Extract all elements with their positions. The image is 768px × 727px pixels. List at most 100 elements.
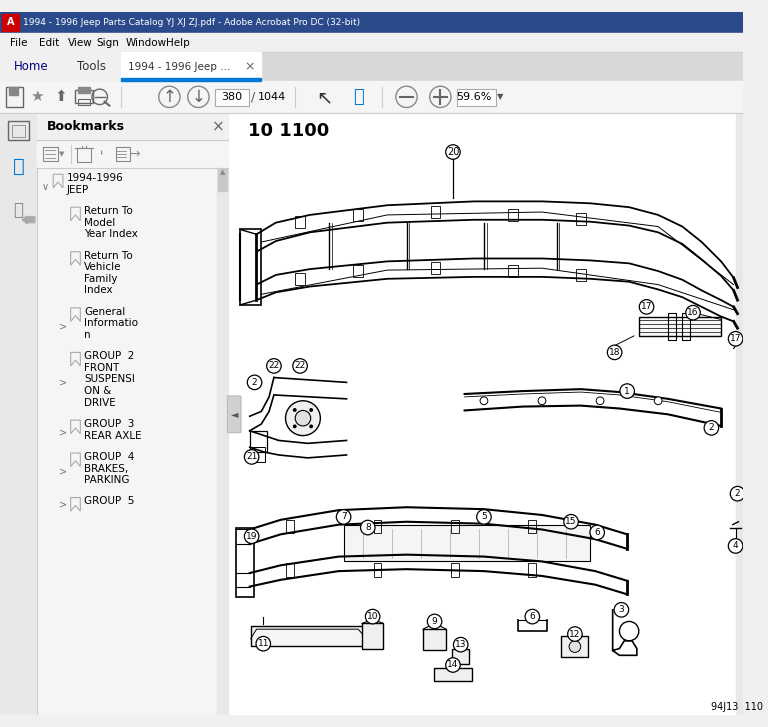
Circle shape bbox=[590, 525, 604, 539]
Text: >: > bbox=[59, 427, 67, 438]
Text: Tools: Tools bbox=[78, 60, 107, 73]
Text: 17: 17 bbox=[641, 302, 652, 311]
Bar bbox=[75, 90, 93, 103]
Bar bbox=[217, 167, 228, 715]
Text: Year Index: Year Index bbox=[84, 229, 138, 239]
Bar bbox=[0, 52, 743, 81]
Circle shape bbox=[286, 401, 320, 435]
Bar bbox=[451, 520, 458, 534]
Text: 16: 16 bbox=[687, 308, 699, 317]
Text: 2: 2 bbox=[709, 423, 714, 433]
Text: 6: 6 bbox=[529, 612, 535, 621]
Circle shape bbox=[704, 421, 719, 435]
Text: 3: 3 bbox=[618, 606, 624, 614]
Text: ON &: ON & bbox=[84, 386, 111, 396]
Circle shape bbox=[654, 397, 662, 405]
Text: 7: 7 bbox=[341, 513, 346, 521]
Circle shape bbox=[639, 300, 654, 314]
Text: →: → bbox=[129, 148, 140, 161]
Bar bbox=[121, 79, 261, 81]
Bar bbox=[42, 147, 58, 161]
Circle shape bbox=[310, 425, 313, 428]
Bar bbox=[0, 52, 63, 81]
Circle shape bbox=[293, 358, 307, 373]
Bar bbox=[218, 169, 227, 190]
Text: SUSPENSI: SUSPENSI bbox=[84, 374, 135, 385]
Circle shape bbox=[569, 640, 581, 652]
Circle shape bbox=[728, 539, 743, 553]
Text: /: / bbox=[251, 90, 256, 103]
Text: Return To: Return To bbox=[84, 251, 133, 260]
Text: Family: Family bbox=[84, 274, 118, 284]
Bar bbox=[295, 273, 305, 284]
Text: ★: ★ bbox=[30, 89, 44, 105]
Bar bbox=[78, 87, 90, 93]
Text: 19: 19 bbox=[246, 531, 257, 541]
Circle shape bbox=[596, 397, 604, 405]
Text: 2: 2 bbox=[735, 489, 740, 498]
Text: 13: 13 bbox=[455, 640, 466, 649]
Text: >: > bbox=[59, 499, 67, 510]
Bar bbox=[37, 113, 228, 715]
Bar bbox=[736, 113, 743, 715]
Text: ▲: ▲ bbox=[220, 169, 225, 175]
Circle shape bbox=[247, 375, 262, 390]
Bar bbox=[0, 12, 743, 33]
Text: >: > bbox=[59, 467, 67, 476]
Bar bbox=[576, 269, 585, 281]
Bar bbox=[353, 209, 363, 221]
Circle shape bbox=[293, 408, 296, 412]
Circle shape bbox=[607, 345, 622, 360]
Text: 59.6%: 59.6% bbox=[456, 92, 492, 102]
Text: ↑: ↑ bbox=[163, 88, 177, 106]
Text: 22: 22 bbox=[294, 361, 306, 371]
Circle shape bbox=[538, 397, 546, 405]
Text: 1994 - 1996 Jeep ...: 1994 - 1996 Jeep ... bbox=[128, 62, 230, 72]
Circle shape bbox=[427, 614, 442, 629]
Circle shape bbox=[480, 397, 488, 405]
Text: >: > bbox=[59, 321, 67, 332]
Circle shape bbox=[728, 332, 743, 346]
Circle shape bbox=[477, 510, 492, 524]
Text: 2: 2 bbox=[252, 378, 257, 387]
Text: 12: 12 bbox=[569, 630, 581, 638]
Bar bbox=[78, 148, 91, 161]
Circle shape bbox=[244, 449, 259, 464]
Circle shape bbox=[445, 145, 460, 159]
Text: GROUP  2: GROUP 2 bbox=[84, 351, 134, 361]
Text: ▼: ▼ bbox=[59, 151, 65, 157]
Text: ◄: ◄ bbox=[230, 409, 238, 419]
Bar bbox=[434, 668, 472, 681]
Circle shape bbox=[266, 358, 281, 373]
Bar bbox=[6, 87, 23, 107]
Text: 11: 11 bbox=[257, 639, 269, 648]
Text: General: General bbox=[84, 307, 125, 317]
Bar bbox=[373, 563, 382, 577]
Circle shape bbox=[686, 305, 700, 320]
Circle shape bbox=[568, 627, 582, 641]
Bar bbox=[78, 99, 90, 105]
Bar bbox=[121, 52, 261, 81]
Text: Home: Home bbox=[14, 60, 48, 73]
Text: ↓: ↓ bbox=[191, 88, 205, 106]
Bar bbox=[0, 33, 743, 52]
Text: 📎: 📎 bbox=[13, 201, 23, 219]
Text: ▼: ▼ bbox=[497, 92, 504, 101]
Text: 21: 21 bbox=[246, 452, 257, 462]
Text: Vehicle: Vehicle bbox=[84, 262, 121, 272]
Bar bbox=[252, 447, 265, 462]
Bar bbox=[37, 113, 228, 140]
Text: ∨: ∨ bbox=[41, 182, 48, 192]
Circle shape bbox=[564, 515, 578, 529]
Circle shape bbox=[445, 658, 460, 672]
Bar bbox=[0, 113, 37, 715]
Bar bbox=[668, 313, 676, 340]
Text: 5: 5 bbox=[481, 513, 487, 521]
Text: 6: 6 bbox=[594, 528, 600, 537]
Bar bbox=[37, 140, 228, 167]
Text: 20: 20 bbox=[447, 147, 459, 157]
Text: ⬆: ⬆ bbox=[55, 89, 68, 105]
Bar bbox=[452, 648, 469, 664]
Text: ✋: ✋ bbox=[353, 88, 363, 106]
Text: GROUP  5: GROUP 5 bbox=[84, 497, 134, 507]
